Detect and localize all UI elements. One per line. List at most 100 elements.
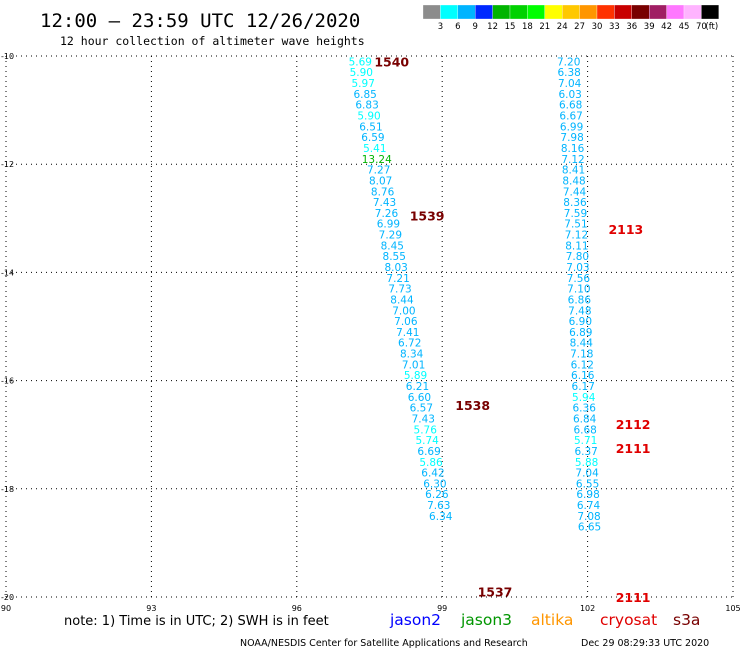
colorbar-swatch (631, 4, 650, 20)
colorbar-label: 39 (644, 22, 655, 32)
wave-height-label: 7.18 (570, 349, 593, 361)
y-tick-label: -10 (1, 52, 14, 61)
wave-height-label: 7.73 (388, 284, 411, 296)
colorbar-swatch (422, 4, 441, 20)
pass-time-label: 1539 (410, 209, 445, 224)
satellite-legend: jason2 jason3 altika cryosat s3a (389, 611, 700, 629)
wave-height-label: 8.34 (400, 349, 424, 361)
wave-height-label: 8.76 (371, 186, 395, 198)
wave-height-label: 6.99 (377, 219, 400, 231)
wave-height-label: 7.59 (564, 208, 587, 220)
colorbar-swatch (614, 4, 632, 20)
colorbar-swatch (579, 4, 598, 20)
wave-height-label: 7.63 (427, 500, 450, 512)
wave-height-label: 5.76 (414, 424, 438, 436)
wave-height-label: 7.27 (367, 165, 390, 177)
wave-height-label: 8.36 (563, 197, 587, 209)
pass-time-label: 2111 (616, 590, 651, 605)
wave-height-label: 8.44 (390, 294, 414, 306)
satellite-legend-item: altika (531, 611, 573, 629)
wave-height-label: 6.42 (421, 468, 444, 480)
wave-height-label: 5.94 (572, 392, 596, 404)
pass-time-label: 2112 (616, 417, 651, 432)
wave-height-label: 5.90 (357, 111, 380, 123)
wave-height-label: 8.11 (565, 240, 588, 252)
wave-height-label: 6.84 (573, 413, 597, 425)
data-marks: 5.695.905.976.856.835.906.516.595.4113.2… (349, 54, 651, 605)
colorbar-swatch (562, 4, 580, 20)
colorbar-swatch (492, 4, 511, 20)
wave-height-label: 8.44 (570, 338, 594, 350)
wave-height-label: 7.41 (396, 327, 419, 339)
footer-timestamp: Dec 29 08:29:33 UTC 2020 (581, 638, 709, 649)
colorbar-label: 21 (539, 22, 550, 32)
wave-height-label: 7.20 (557, 56, 580, 68)
wave-height-label: 6.21 (406, 381, 429, 393)
axes: 90 93 96 99 102 105 -10 -12 -14 -16 -18 -20 (1, 52, 740, 613)
x-tick-label: 90 (1, 604, 11, 613)
wave-height-label: 6.17 (572, 381, 595, 393)
wave-height-label: 7.43 (373, 197, 396, 209)
wave-height-label: 7.56 (567, 273, 591, 285)
wave-height-label: 6.65 (578, 522, 601, 534)
wave-height-label: 7.44 (563, 186, 587, 198)
chart-subtitle: 12 hour collection of altimeter wave hei… (60, 34, 365, 48)
wave-height-label: 8.45 (381, 240, 404, 252)
colorbar-label: 36 (626, 22, 637, 32)
wave-height-label: 6.57 (410, 403, 433, 415)
wave-height-label: 6.68 (559, 100, 582, 112)
colorbar-label: 12 (487, 22, 498, 32)
wave-height-label: 7.51 (564, 219, 587, 231)
wave-height-label: 7.01 (402, 359, 425, 371)
colorbar-swatch (649, 4, 667, 20)
pass-time-label: 1540 (374, 54, 409, 69)
satellite-legend-item: cryosat (600, 611, 657, 629)
wave-height-label: 5.69 (349, 56, 372, 68)
wave-height-label: 5.89 (404, 370, 427, 382)
wave-height-label: 6.34 (429, 511, 453, 523)
wave-height-label: 7.12 (565, 230, 588, 242)
wave-height-label: 6.37 (574, 446, 597, 458)
wave-height-label: 7.80 (566, 251, 589, 263)
wave-height-label: 8.16 (561, 143, 585, 155)
footer-credit: NOAA/NESDIS Center for Satellite Applica… (240, 638, 528, 649)
colorbar-swatch (440, 4, 458, 20)
wave-height-label: 13.24 (362, 154, 392, 166)
wave-height-label: 8.55 (383, 251, 406, 263)
wave-height-label: 5.88 (575, 457, 598, 469)
wave-height-label: 7.10 (567, 284, 590, 296)
colorbar-label: 27 (574, 22, 585, 32)
pass-time-label: 1538 (455, 398, 490, 413)
wave-height-label: 6.74 (577, 500, 601, 512)
wave-height-label: 7.03 (566, 262, 589, 274)
wave-height-label: 6.55 (576, 478, 599, 490)
wave-height-label: 6.38 (557, 67, 580, 79)
wave-height-label: 8.03 (384, 262, 407, 274)
colorbar-swatch (509, 4, 528, 20)
wave-height-label: 6.60 (408, 392, 431, 404)
satellite-legend-item: jason2 (389, 611, 441, 629)
wave-height-label: 8.07 (369, 175, 392, 187)
wave-height-label: 6.99 (560, 121, 583, 133)
colorbar-label: 3 (438, 22, 443, 32)
wave-height-label: 6.36 (573, 403, 597, 415)
colorbar-label: 70 (696, 22, 707, 32)
wave-height-label: 7.48 (568, 305, 591, 317)
wave-height-label: 5.86 (419, 457, 443, 469)
colorbar-label: 24 (557, 22, 568, 32)
colorbar-unit: (ft) (705, 22, 718, 32)
x-tick-label: 99 (437, 604, 447, 613)
colorbar-swatch (683, 4, 702, 20)
x-tick-label: 96 (292, 604, 302, 613)
wave-height-label: 6.03 (558, 89, 581, 101)
wave-height-label: 6.85 (353, 89, 376, 101)
wave-height-label: 6.59 (361, 132, 384, 144)
colorbar-swatch (666, 4, 685, 20)
wave-height-label: 6.26 (425, 489, 449, 501)
colorbar-label: 45 (679, 22, 690, 32)
colorbar-swatch (596, 4, 615, 20)
wave-height-label: 7.00 (392, 305, 415, 317)
pass-time-label: 2111 (616, 441, 651, 456)
wave-height-label: 6.89 (569, 327, 592, 339)
